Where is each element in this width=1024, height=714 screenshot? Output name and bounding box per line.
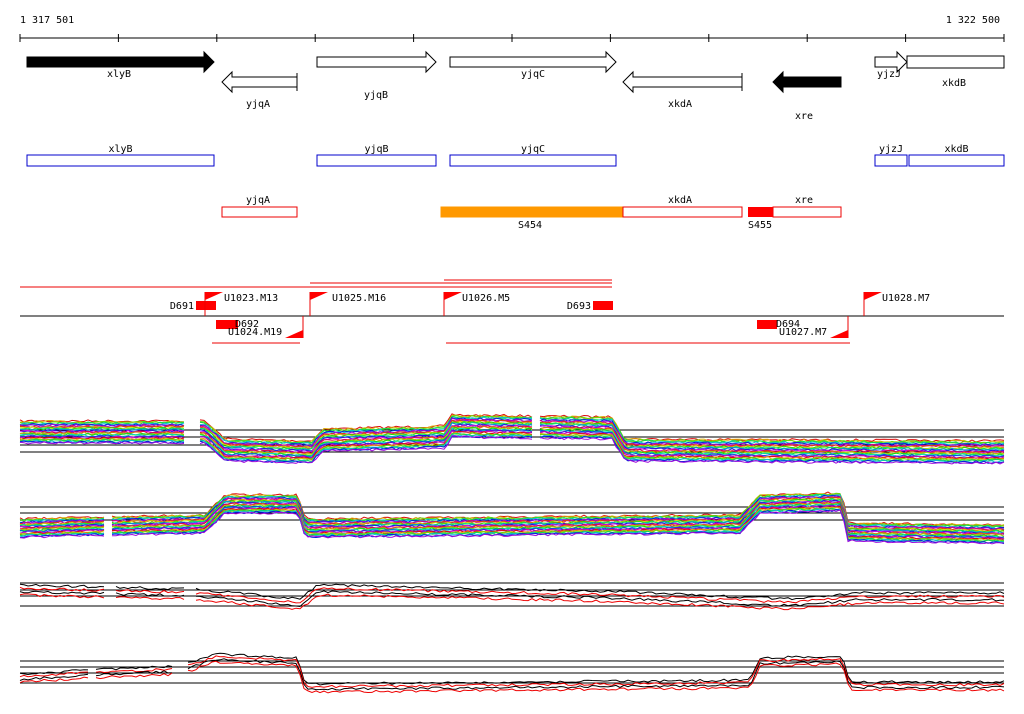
feature-label: U1023.M13	[224, 293, 278, 304]
feature-label: D691	[170, 301, 194, 312]
feature-label: D693	[567, 301, 591, 312]
feature-label: U1024.M19	[228, 327, 282, 338]
flag	[205, 292, 223, 300]
feature-label: D692	[235, 319, 259, 330]
gene-arrow	[622, 70, 743, 94]
gene-label: yjzJ	[877, 69, 901, 80]
flag	[444, 292, 462, 300]
signal-line	[19, 593, 1005, 611]
feature-block	[757, 320, 777, 329]
red-box	[772, 206, 842, 218]
ruler-end: 1 322 500	[946, 15, 1000, 26]
red-label: xre	[795, 195, 813, 206]
feature-label: U1026.M5	[462, 293, 510, 304]
gene-arrow	[906, 55, 1005, 69]
flag	[310, 292, 328, 300]
signal-line	[19, 652, 1005, 686]
flag	[830, 330, 848, 338]
gene-arrow	[874, 50, 908, 74]
gene-label: yjqA	[246, 99, 270, 110]
feature-label: U1027.M7	[779, 327, 827, 338]
segment-label: S454	[518, 220, 542, 231]
signal-line	[19, 660, 1005, 694]
ruler-start: 1 317 501	[20, 15, 74, 26]
blue-label: yjqB	[364, 144, 388, 155]
feature-block	[216, 320, 238, 329]
gene-label: yjqB	[364, 90, 388, 101]
gene-arrow	[316, 50, 437, 74]
blue-box	[26, 154, 215, 167]
signal-line	[19, 590, 1004, 608]
gene-label: xkdA	[668, 99, 692, 110]
red-box	[221, 206, 298, 218]
orange-box	[440, 206, 624, 218]
signal-line	[19, 583, 1005, 601]
feature-label: D694	[776, 319, 800, 330]
signal-line	[19, 509, 1005, 545]
blue-box	[316, 154, 437, 167]
blue-box	[874, 154, 908, 167]
flag	[285, 330, 303, 338]
gene-label: xkdB	[942, 78, 966, 89]
gene-label: yjqC	[521, 69, 545, 80]
gene-label: xre	[795, 111, 813, 122]
feature-label: U1028.M7	[882, 293, 930, 304]
gene-label: xlyB	[107, 69, 131, 80]
signal-line	[19, 435, 1005, 465]
red-label: xkdA	[668, 195, 692, 206]
signal-line	[19, 586, 1005, 604]
red-box	[622, 206, 743, 218]
gene-arrow	[772, 70, 842, 94]
blue-box	[449, 154, 617, 167]
blue-label: xlyB	[108, 144, 132, 155]
red-label: yjqA	[246, 195, 270, 206]
red-fill	[748, 207, 773, 217]
feature-label: U1025.M16	[332, 293, 386, 304]
blue-box	[908, 154, 1005, 167]
signal-line	[19, 658, 1005, 691]
signal-line	[19, 494, 1005, 530]
blue-label: yjzJ	[879, 144, 903, 155]
gene-arrow	[449, 50, 617, 74]
signal-line	[19, 655, 1005, 689]
gene-arrow	[26, 50, 215, 74]
segment-label: S455	[748, 220, 772, 231]
feature-block	[593, 301, 613, 310]
feature-block	[196, 301, 216, 310]
blue-label: yjqC	[521, 144, 545, 155]
blue-label: xkdB	[944, 144, 968, 155]
flag	[864, 292, 882, 300]
gene-arrow	[221, 70, 298, 94]
